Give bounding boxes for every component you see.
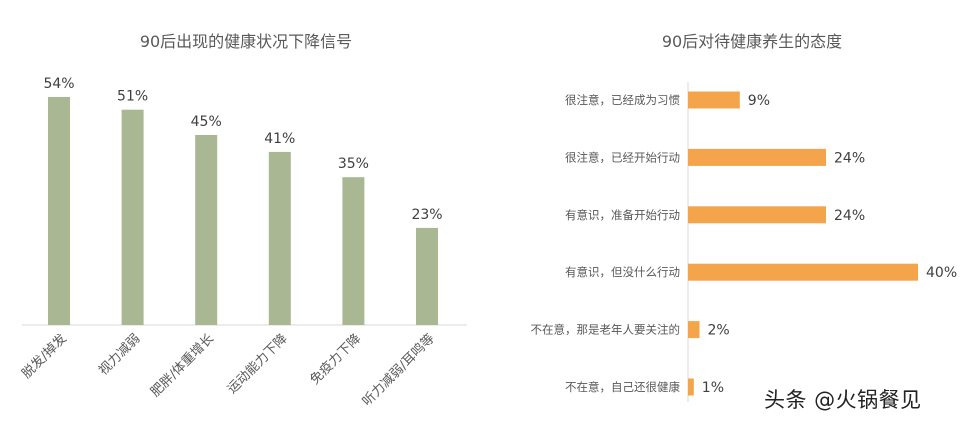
chart1-value-label: 35% [338,156,369,172]
chart1-title: 90后出现的健康状况下降信号 [140,32,352,51]
chart1-value-label: 51% [117,89,148,105]
chart2-bar [688,263,918,281]
chart2-category-label: 很注意，已经开始行动 [565,150,680,164]
chart2-value-label: 24% [834,208,865,224]
chart1-bar [416,227,438,325]
chart2-category-label: 有意识，但没什么行动 [565,265,680,279]
chart1-value-label: 45% [191,114,222,130]
chart1-category-label: 脱发/掉发 [19,331,70,382]
chart-health-attitude: 90后对待健康养生的态度 9% 很注意，已经成为习惯 24% 很注意，已经开始行动 24… [531,32,957,402]
chart2-category-label: 有意识，准备开始行动 [565,208,680,222]
chart1-category-label: 运动能力下降 [225,331,291,397]
chart1-bar [342,177,365,325]
chart2-category-label: 不在意，自己还很健康 [565,380,680,394]
chart2-title: 90后对待健康养生的态度 [662,32,842,51]
watermark-text: 头条 @火锅餐见 [764,388,922,412]
chart1-bar [195,135,218,325]
chart1-value-label: 41% [264,131,295,147]
chart1-category-label: 肥胖/体重增长 [147,331,217,401]
chart2-value-label: 24% [834,150,865,166]
chart1-category-label: 听力减弱/耳鸣等 [359,331,438,410]
chart1-category-label: 免疫力下降 [307,331,364,388]
chart2-bar [688,206,826,224]
chart1-value-label: 54% [43,76,74,92]
chart2-value-label: 1% [702,380,724,396]
chart1-value-label: 23% [411,207,442,223]
chart2-bar [688,321,700,339]
chart2-value-label: 40% [926,265,957,281]
chart2-value-label: 9% [748,93,770,109]
chart2-bar [688,91,740,109]
chart1-bar [121,109,144,325]
chart1-category-label: 视力减弱 [96,331,143,378]
chart2-bar [688,378,694,396]
chart2-category-label: 不在意，那是老年人要关注的 [531,323,681,337]
chart1-bar [268,151,291,325]
chart2-bar [688,148,826,166]
chart2-value-label: 2% [708,323,730,339]
chart-health-signals: 90后出现的健康状况下降信号 54% 脱发/掉发 51% 视力减弱 45% 肥胖/体重增长… [19,32,467,409]
chart2-category-label: 很注意，已经成为习惯 [565,93,680,107]
chart1-bar [48,97,70,325]
